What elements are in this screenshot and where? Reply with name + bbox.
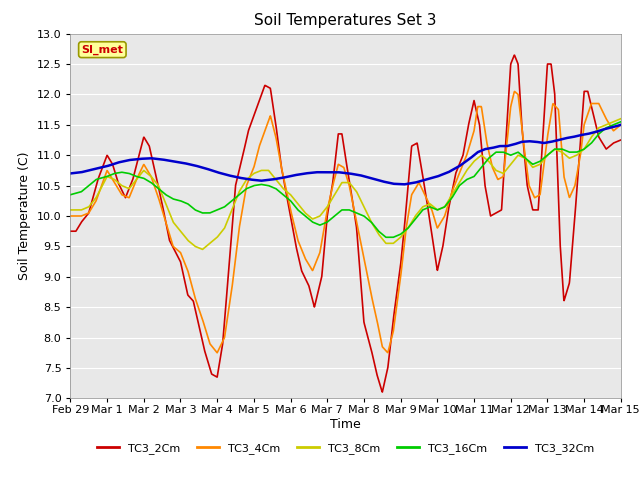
Text: SI_met: SI_met: [81, 45, 124, 55]
Title: Soil Temperatures Set 3: Soil Temperatures Set 3: [254, 13, 437, 28]
Y-axis label: Soil Temperature (C): Soil Temperature (C): [18, 152, 31, 280]
X-axis label: Time: Time: [330, 418, 361, 431]
Legend: TC3_2Cm, TC3_4Cm, TC3_8Cm, TC3_16Cm, TC3_32Cm: TC3_2Cm, TC3_4Cm, TC3_8Cm, TC3_16Cm, TC3…: [93, 439, 598, 458]
